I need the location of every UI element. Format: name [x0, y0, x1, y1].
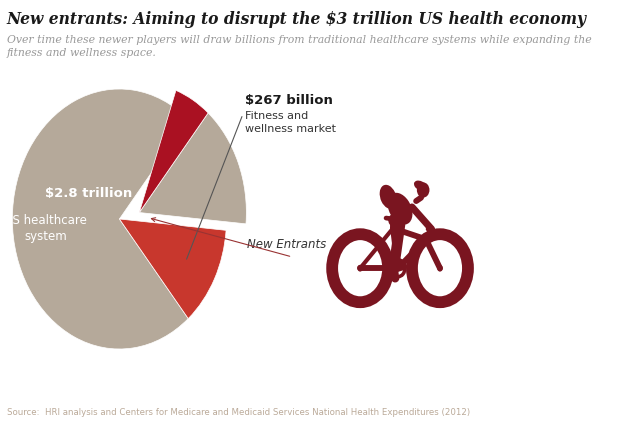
Text: New entrants: Aiming to disrupt the $3 trillion US health economy: New entrants: Aiming to disrupt the $3 t…	[7, 11, 587, 28]
Circle shape	[357, 265, 363, 272]
Text: $2.8 trillion: $2.8 trillion	[45, 187, 132, 200]
Text: New Entrants: New Entrants	[247, 238, 326, 251]
Text: Over time these newer players will draw billions from traditional healthcare sys: Over time these newer players will draw …	[7, 35, 591, 58]
Ellipse shape	[414, 181, 427, 191]
Text: US healthcare
system: US healthcare system	[4, 214, 87, 243]
Ellipse shape	[388, 214, 402, 227]
Circle shape	[437, 265, 443, 272]
Ellipse shape	[388, 193, 412, 225]
Wedge shape	[119, 219, 226, 319]
Wedge shape	[139, 91, 208, 212]
Text: Source:  HRI analysis and Centers for Medicare and Medicaid Services National He: Source: HRI analysis and Centers for Med…	[7, 408, 469, 417]
Text: $267 billion: $267 billion	[245, 94, 332, 107]
Ellipse shape	[379, 185, 397, 209]
Wedge shape	[139, 113, 247, 224]
Circle shape	[417, 182, 430, 198]
Wedge shape	[12, 89, 188, 349]
Text: Fitness and
wellness market: Fitness and wellness market	[245, 111, 335, 134]
